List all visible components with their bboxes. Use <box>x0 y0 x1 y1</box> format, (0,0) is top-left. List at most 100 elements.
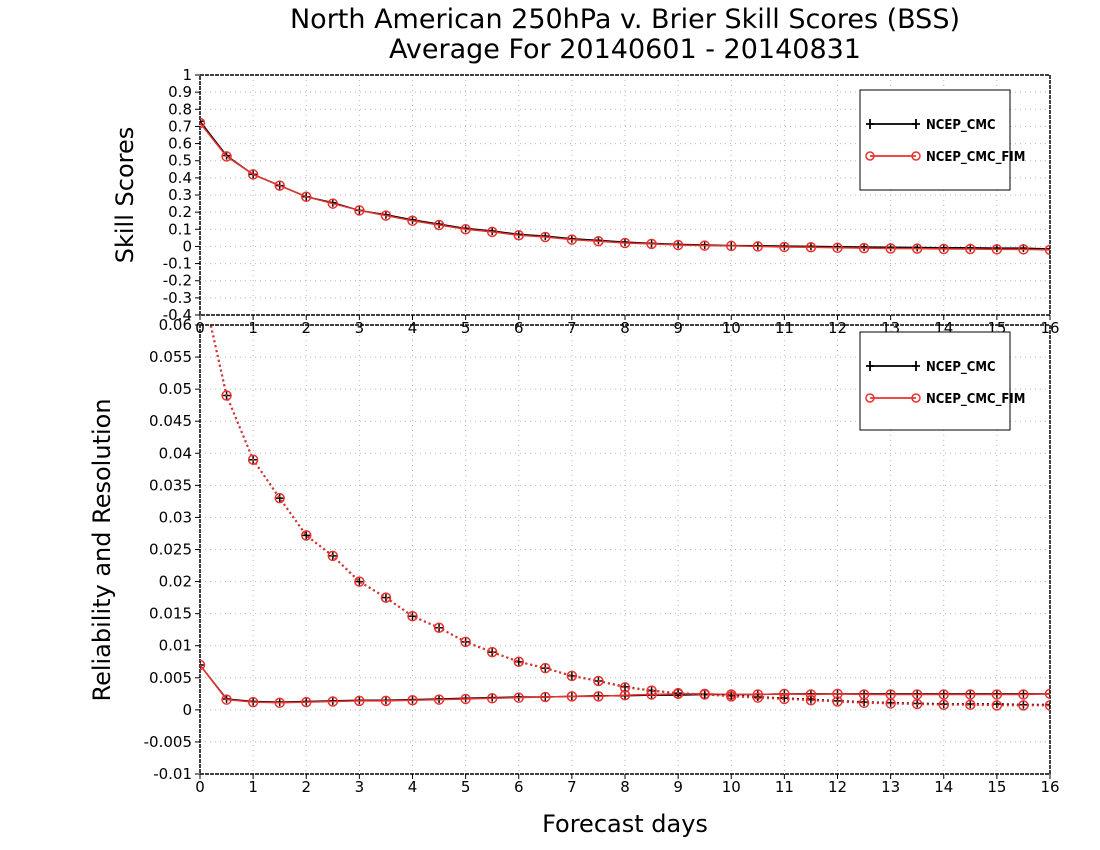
y-tick-label: 0.7 <box>168 117 192 135</box>
data-point-ncep-cmc-fim-resolution <box>486 646 498 658</box>
legend-marker-ncep-cmc <box>866 119 874 129</box>
data-point-ncep-cmc-fim <box>805 242 817 253</box>
data-point-ncep-cmc-fim-reliability <box>327 696 339 707</box>
x-tick-label: 5 <box>461 319 471 337</box>
x-tick-label: 4 <box>408 778 418 796</box>
data-point-ncep-cmc-fim-resolution <box>460 636 471 648</box>
data-point-ncep-cmc-fim-resolution <box>354 576 365 587</box>
y-tick-label: 0.025 <box>149 541 192 559</box>
data-point-ncep-cmc-fim <box>460 224 471 235</box>
data-point-ncep-cmc-fim-resolution <box>911 698 923 710</box>
data-point-ncep-cmc-fim-reliability <box>1018 689 1029 700</box>
x-tick-label: 1 <box>248 319 258 337</box>
legend: NCEP_CMC NCEP_CMC_FIM <box>859 331 1025 431</box>
x-tick-label: 11 <box>775 778 794 796</box>
data-point-ncep-cmc-fim <box>991 244 1003 255</box>
data-point-ncep-cmc-reliability <box>200 660 204 669</box>
data-point-ncep-cmc-fim-reliability <box>486 693 498 704</box>
x-tick-label: 10 <box>722 319 741 337</box>
data-point-ncep-cmc-fim-resolution <box>433 622 445 634</box>
data-point-ncep-cmc-fim-reliability <box>513 692 524 703</box>
data-point-ncep-cmc-fim-resolution <box>1018 700 1029 711</box>
y-tick-label: 0.045 <box>149 412 192 430</box>
data-point-ncep-cmc-fim-reliability <box>221 694 232 705</box>
data-point-ncep-cmc-fim-resolution <box>858 697 870 709</box>
legend-marker-ncep-cmc-fim <box>865 151 875 161</box>
data-point-ncep-cmc-fim-reliability <box>200 659 206 671</box>
legend-label-ncep-cmc-fim: NCEP_CMC_FIM <box>926 392 1025 407</box>
y-tick-label: 0.8 <box>168 100 192 118</box>
y-tick-label: 1 <box>182 66 192 84</box>
data-point-ncep-cmc-fim-reliability <box>460 693 471 705</box>
y-tick-label: 0.005 <box>149 669 192 687</box>
y-tick-label: -0.2 <box>163 272 192 290</box>
y-tick-label: 0.1 <box>168 220 192 238</box>
data-point-ncep-cmc-fim-resolution <box>513 656 524 667</box>
data-point-ncep-cmc-fim <box>486 226 498 238</box>
y-tick-label: 0.5 <box>168 152 192 170</box>
data-point-ncep-cmc-fim <box>1044 244 1050 256</box>
data-point-ncep-cmc-fim-reliability <box>540 691 551 703</box>
data-point-ncep-cmc-fim-reliability <box>566 691 578 702</box>
data-point-ncep-cmc-fim-resolution <box>327 550 339 562</box>
x-tick-label: 16 <box>1040 778 1059 796</box>
data-point-ncep-cmc-fim-reliability <box>991 689 1003 700</box>
data-point-ncep-cmc-fim <box>832 242 843 254</box>
y-tick-label: 0.4 <box>168 169 192 187</box>
data-point-ncep-cmc-fim-reliability <box>354 695 365 707</box>
data-point-ncep-cmc-fim-resolution <box>247 454 259 465</box>
y-tick-label: 0.035 <box>149 476 192 494</box>
y-tick-label: -0.1 <box>163 255 192 273</box>
x-tick-label: 6 <box>514 778 524 796</box>
y-tick-label: -0.01 <box>153 765 192 783</box>
x-tick-label: 2 <box>301 778 311 796</box>
legend: NCEP_CMC NCEP_CMC_FIM <box>859 89 1025 191</box>
series-line-ncep-cmc-fim-reliability <box>200 664 1050 704</box>
data-point-ncep-cmc-fim <box>1018 244 1029 255</box>
data-point-ncep-cmc-fim-resolution <box>991 700 1003 711</box>
legend-marker-ncep-cmc-fim <box>911 393 921 403</box>
data-point-ncep-cmc-fim <box>726 240 737 252</box>
x-tick-label: 5 <box>461 778 471 796</box>
x-tick-label: 14 <box>934 778 953 796</box>
data-point-ncep-cmc-fim <box>200 117 206 129</box>
data-point-ncep-cmc-fim <box>354 205 365 216</box>
data-point-ncep-cmc-fim <box>911 243 923 254</box>
legend-label-ncep-cmc: NCEP_CMC <box>926 360 996 375</box>
plot-area <box>200 117 1050 256</box>
y-tick-label: -0.4 <box>163 306 192 324</box>
data-point-ncep-cmc-fim-resolution <box>779 693 790 705</box>
x-tick-label: 12 <box>828 778 847 796</box>
x-tick-label: 9 <box>673 319 683 337</box>
plot-area <box>200 325 1050 711</box>
y-tick-label: 0.3 <box>168 186 192 204</box>
legend-marker-ncep-cmc <box>866 361 874 371</box>
x-tick-label: 6 <box>514 319 524 337</box>
data-point-ncep-cmc-fim-resolution <box>938 699 949 710</box>
data-point-ncep-cmc-resolution <box>408 612 417 621</box>
legend-marker-ncep-cmc <box>912 361 920 371</box>
y-tick-label: 0.015 <box>149 605 192 623</box>
legend-label-ncep-cmc-fim: NCEP_CMC_FIM <box>926 150 1025 165</box>
data-point-ncep-cmc-fim <box>593 236 604 247</box>
x-tick-label: 8 <box>620 778 630 796</box>
legend-marker-ncep-cmc-fim <box>911 151 921 161</box>
data-point-ncep-cmc-fim-resolution <box>646 685 657 696</box>
data-point-ncep-cmc-fim-reliability <box>1044 688 1050 700</box>
data-point-ncep-cmc-fim-resolution <box>619 682 631 693</box>
data-point-ncep-cmc-resolution <box>302 531 311 540</box>
data-point-ncep-cmc-fim <box>301 191 312 202</box>
data-point-ncep-cmc-fim-reliability <box>965 689 976 700</box>
data-point-ncep-cmc-resolution <box>488 648 497 657</box>
data-point-ncep-cmc-fim-resolution <box>752 692 764 703</box>
data-point-ncep-cmc-fim-resolution <box>566 670 578 682</box>
y-tick-label: 0.9 <box>168 83 192 101</box>
x-tick-label: 7 <box>567 319 577 337</box>
y-tick-label: 0.04 <box>159 444 192 462</box>
x-tick-label: 9 <box>673 778 683 796</box>
data-point-ncep-cmc-fim <box>221 151 232 162</box>
x-tick-label: 0 <box>195 778 205 796</box>
legend-box <box>859 89 1011 191</box>
data-point-ncep-cmc-fim <box>540 231 551 243</box>
